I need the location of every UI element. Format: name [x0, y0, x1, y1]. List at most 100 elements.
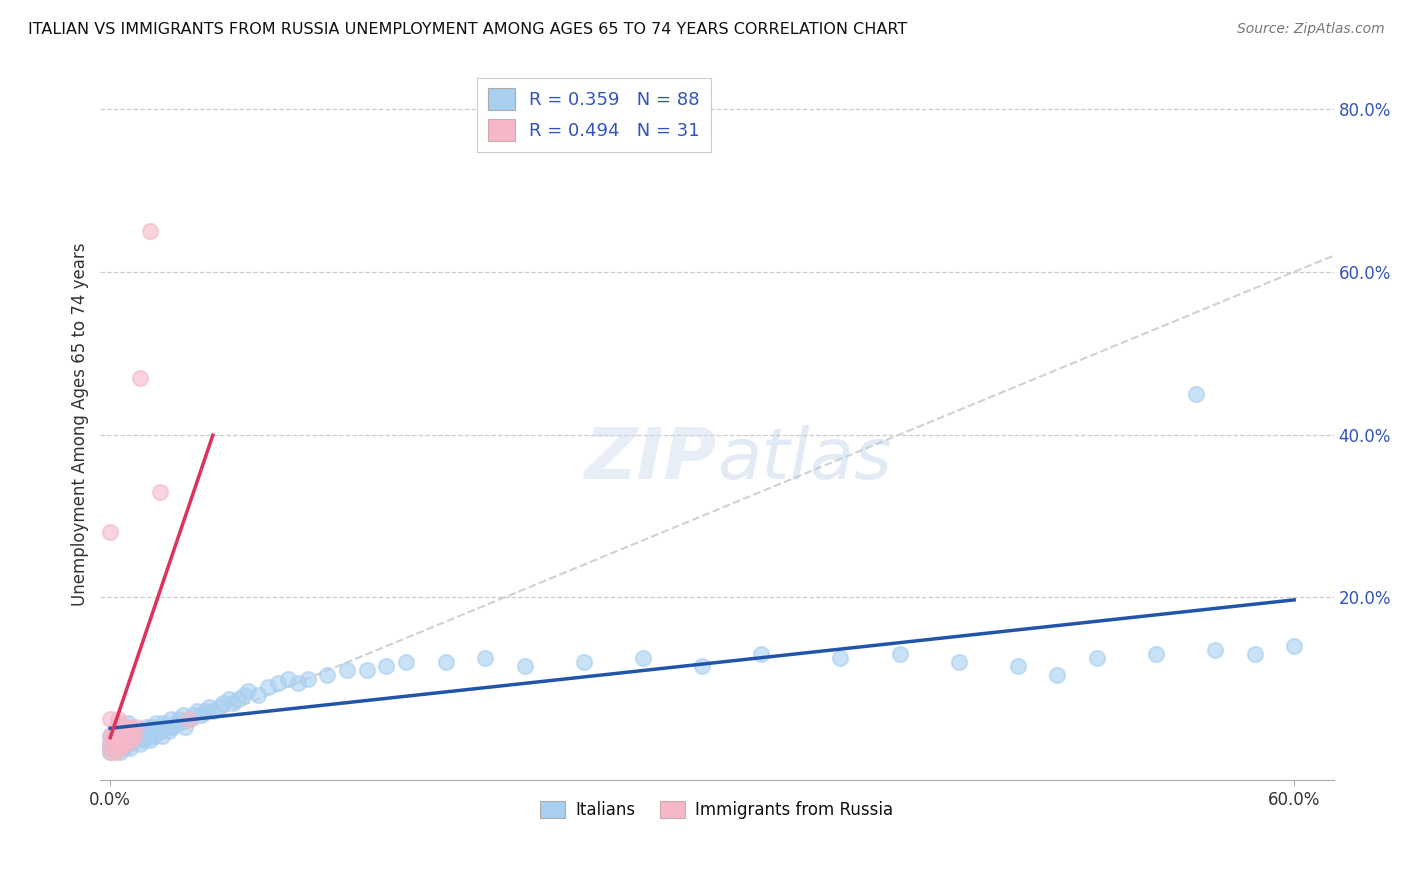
Point [111, 720, 134, 734]
Point [218, 692, 240, 706]
Point [108, 729, 131, 743]
Point [125, 724, 148, 739]
Y-axis label: Unemployment Among Ages 65 to 74 years: Unemployment Among Ages 65 to 74 years [72, 243, 89, 607]
Point [131, 724, 153, 739]
Point [155, 720, 177, 734]
Point [162, 720, 184, 734]
Point [190, 708, 212, 723]
Point [395, 656, 418, 670]
Point [1007, 659, 1029, 673]
Point [108, 716, 131, 731]
Point [166, 716, 188, 731]
Point [375, 659, 398, 673]
Point [316, 667, 339, 681]
Point [172, 708, 194, 723]
Point [1085, 651, 1108, 665]
Text: Source: ZipAtlas.com: Source: ZipAtlas.com [1237, 22, 1385, 37]
Point [948, 656, 970, 670]
Point [179, 712, 201, 726]
Point [117, 732, 139, 747]
Point [138, 224, 160, 238]
Point [336, 664, 359, 678]
Point [513, 659, 536, 673]
Point [122, 729, 145, 743]
Point [179, 712, 201, 726]
Point [108, 745, 131, 759]
Point [115, 737, 138, 751]
Point [105, 740, 128, 755]
Point [98, 740, 121, 755]
Point [107, 732, 129, 747]
Point [572, 656, 595, 670]
Point [145, 716, 167, 731]
Point [112, 724, 135, 739]
Point [101, 732, 124, 747]
Point [1282, 639, 1305, 653]
Point [107, 712, 129, 726]
Point [127, 729, 149, 743]
Point [108, 740, 131, 755]
Point [98, 729, 121, 743]
Point [117, 716, 139, 731]
Point [107, 724, 129, 739]
Point [98, 712, 121, 726]
Point [257, 680, 280, 694]
Point [105, 732, 128, 747]
Point [108, 729, 131, 743]
Point [181, 708, 204, 723]
Point [160, 712, 183, 726]
Point [122, 732, 145, 747]
Point [98, 737, 121, 751]
Point [98, 745, 121, 759]
Point [233, 688, 256, 702]
Point [1243, 647, 1265, 661]
Point [208, 700, 231, 714]
Point [132, 732, 155, 747]
Point [135, 720, 157, 734]
Point [1046, 667, 1069, 681]
Point [211, 696, 233, 710]
Point [297, 672, 319, 686]
Point [98, 729, 121, 743]
Point [115, 724, 138, 739]
Text: ZIP: ZIP [585, 425, 717, 494]
Point [118, 740, 141, 755]
Point [125, 720, 148, 734]
Point [238, 683, 260, 698]
Point [98, 525, 121, 540]
Point [112, 720, 135, 734]
Point [1144, 647, 1167, 661]
Point [889, 647, 911, 661]
Point [111, 737, 134, 751]
Point [111, 724, 134, 739]
Point [267, 675, 290, 690]
Point [152, 716, 174, 731]
Point [228, 692, 250, 706]
Point [112, 740, 135, 755]
Point [105, 729, 128, 743]
Point [186, 704, 208, 718]
Point [751, 647, 773, 661]
Point [148, 484, 170, 499]
Point [142, 729, 165, 743]
Point [121, 729, 143, 743]
Text: ITALIAN VS IMMIGRANTS FROM RUSSIA UNEMPLOYMENT AMONG AGES 65 TO 74 YEARS CORRELA: ITALIAN VS IMMIGRANTS FROM RUSSIA UNEMPL… [28, 22, 907, 37]
Point [174, 720, 197, 734]
Point [221, 696, 243, 710]
Point [277, 672, 299, 686]
Point [105, 745, 128, 759]
Point [98, 745, 121, 759]
Point [136, 729, 159, 743]
Point [98, 737, 121, 751]
Point [148, 724, 170, 739]
Point [118, 724, 141, 739]
Point [150, 729, 173, 743]
Point [115, 737, 138, 751]
Point [111, 737, 134, 751]
Point [105, 720, 128, 734]
Point [631, 651, 654, 665]
Point [287, 675, 309, 690]
Text: atlas: atlas [717, 425, 891, 494]
Point [474, 651, 496, 665]
Point [690, 659, 713, 673]
